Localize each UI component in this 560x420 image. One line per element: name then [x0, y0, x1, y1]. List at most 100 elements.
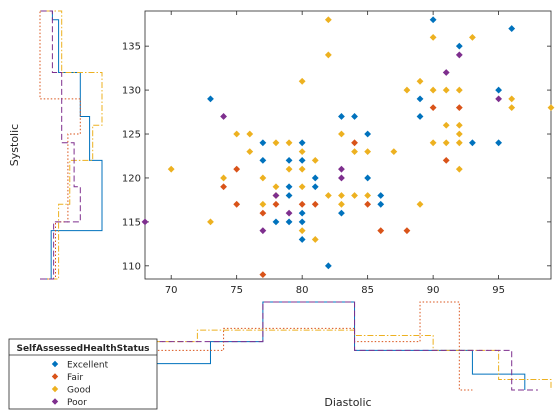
data-point-good	[259, 174, 267, 182]
y-axis-label: Systolic	[8, 124, 21, 166]
data-point-excellent	[285, 183, 293, 191]
data-point-excellent	[338, 209, 345, 217]
x-tick-label: 80	[296, 285, 309, 296]
data-point-fair	[403, 227, 411, 235]
legend-label-poor: Poor	[67, 398, 87, 408]
data-point-good	[298, 183, 306, 191]
data-point-poor	[442, 69, 450, 76]
data-point-good	[246, 130, 254, 138]
x-tick-label: 75	[230, 285, 243, 296]
data-point-fair	[298, 200, 306, 208]
data-point-good	[338, 200, 345, 208]
data-point-excellent	[298, 236, 306, 243]
data-point-excellent	[495, 86, 503, 94]
y-tick-label: 130	[122, 86, 141, 97]
data-point-good	[508, 95, 516, 103]
legend-marker-fair	[51, 373, 59, 380]
legend-title: SelfAssessedHealthStatus	[16, 344, 149, 354]
data-point-poor	[285, 209, 293, 217]
scatter-axes: 70 75 80 85 90 95 110 115 120 125 130 135	[122, 10, 555, 296]
data-point-good	[455, 165, 463, 173]
data-point-fair	[377, 227, 385, 235]
data-point-good	[429, 86, 437, 94]
data-point-good	[429, 139, 437, 147]
y-tick-label: 120	[122, 173, 141, 184]
legend-box	[8, 338, 158, 410]
data-point-good	[455, 121, 463, 129]
data-point-poor	[338, 174, 345, 182]
data-point-good	[455, 139, 463, 147]
data-point-excellent	[455, 42, 463, 50]
data-point-excellent	[416, 95, 424, 103]
data-point-excellent	[351, 113, 358, 120]
data-point-excellent	[259, 139, 267, 147]
data-point-fair	[429, 104, 437, 112]
data-point-good	[364, 148, 372, 155]
data-point-good	[469, 33, 476, 41]
data-point-good	[298, 77, 306, 85]
data-point-fair	[442, 156, 450, 164]
data-point-good	[207, 218, 214, 226]
x-tick-label: 85	[361, 285, 374, 296]
data-point-poor	[259, 227, 267, 235]
legend-marker-poor	[51, 398, 59, 405]
data-point-poor	[141, 218, 149, 226]
data-point-good	[298, 148, 306, 155]
data-point-excellent	[285, 192, 293, 199]
legend-label-excellent: Excellent	[67, 361, 109, 371]
data-point-excellent	[311, 183, 319, 191]
x-tick-label: 70	[165, 285, 178, 296]
x-tick-label: 90	[427, 285, 440, 296]
data-point-good	[416, 200, 424, 208]
data-point-good	[311, 156, 319, 164]
data-point-good	[324, 51, 332, 59]
data-point-fair	[455, 104, 463, 112]
histogram-outline-fair	[39, 11, 81, 280]
data-point-good	[455, 130, 463, 138]
data-point-excellent	[285, 218, 293, 226]
data-point-excellent	[285, 156, 293, 164]
data-point-excellent	[377, 192, 385, 199]
data-point-poor	[455, 51, 463, 59]
data-point-good	[351, 192, 358, 199]
data-point-good	[298, 165, 306, 173]
legend-label-good: Good	[67, 386, 91, 396]
data-point-good	[324, 192, 332, 199]
data-point-fair	[259, 271, 267, 279]
data-point-fair	[364, 200, 372, 208]
data-point-good	[324, 16, 332, 24]
data-point-fair	[233, 200, 241, 208]
data-point-good	[272, 139, 280, 147]
data-point-excellent	[338, 113, 345, 120]
x-axis: 70 75 80 85 90 95	[165, 11, 505, 296]
data-point-good	[442, 139, 450, 147]
x-tick-label: 95	[492, 285, 505, 296]
data-point-excellent	[298, 209, 306, 217]
data-point-fair	[311, 200, 319, 208]
data-point-poor	[220, 113, 227, 120]
diastolic-histogram	[144, 301, 552, 391]
legend: SelfAssessedHealthStatus Excellent Fair Go…	[8, 338, 158, 410]
systolic-histogram	[39, 10, 103, 280]
data-point-good	[220, 174, 227, 182]
data-point-poor	[495, 95, 503, 103]
data-point-good	[416, 77, 424, 85]
data-point-excellent	[495, 139, 503, 147]
data-point-fair	[220, 183, 227, 191]
data-point-good	[364, 192, 372, 199]
data-point-good	[442, 86, 450, 94]
legend-marker-good	[51, 385, 59, 393]
data-point-good	[390, 148, 398, 155]
data-point-good	[272, 183, 280, 191]
y-tick-label: 125	[122, 130, 141, 141]
histogram-outline-poor	[40, 10, 81, 280]
data-point-fair	[351, 139, 358, 147]
histogram-outline-excellent	[40, 10, 103, 280]
data-point-good	[311, 236, 319, 243]
data-point-good	[167, 165, 175, 173]
data-points	[141, 16, 555, 279]
y-axis: 110 115 120 125 130 135	[122, 42, 551, 272]
data-point-excellent	[508, 25, 516, 32]
legend-marker-excellent	[51, 360, 59, 368]
y-tick-label: 135	[122, 42, 141, 53]
